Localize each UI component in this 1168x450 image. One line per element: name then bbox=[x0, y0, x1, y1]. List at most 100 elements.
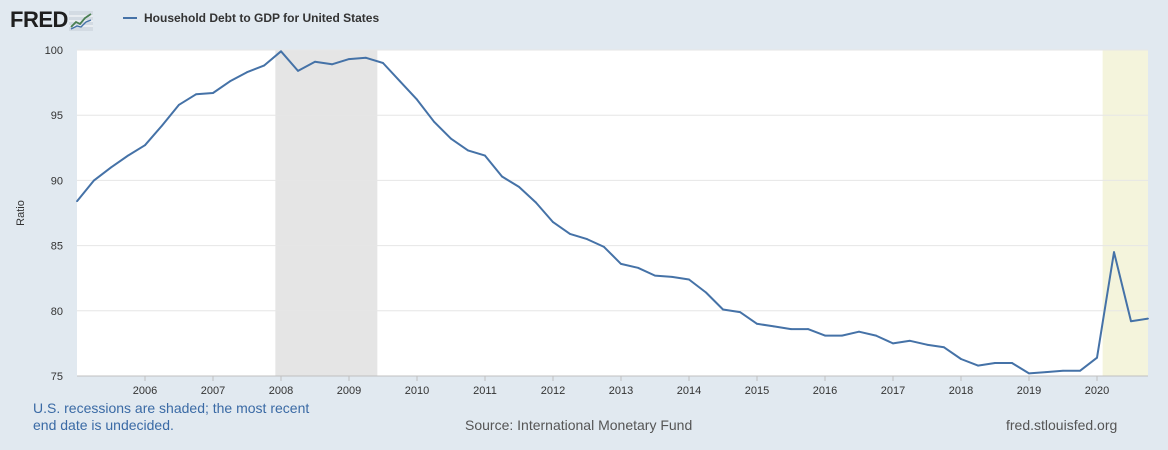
data-point bbox=[586, 238, 588, 240]
data-point bbox=[977, 364, 979, 367]
data-point bbox=[484, 154, 486, 157]
data-point bbox=[399, 80, 401, 83]
data-point bbox=[994, 362, 996, 364]
data-point bbox=[705, 291, 707, 294]
data-point bbox=[569, 232, 571, 235]
y-axis-label: Ratio bbox=[15, 200, 27, 226]
data-point bbox=[450, 137, 452, 140]
x-tick-label: 2014 bbox=[677, 385, 701, 397]
data-point bbox=[637, 266, 639, 269]
x-tick-label: 2012 bbox=[541, 385, 565, 397]
x-tick-label: 2018 bbox=[949, 385, 973, 397]
data-point bbox=[807, 328, 809, 330]
x-tick-label: 2008 bbox=[269, 385, 293, 397]
data-point bbox=[603, 246, 605, 248]
x-tick-label: 2011 bbox=[473, 385, 497, 397]
data-point bbox=[161, 124, 163, 127]
fred-logo-text: FRED bbox=[10, 7, 68, 32]
x-tick-label: 2006 bbox=[133, 385, 157, 397]
x-tick-label: 2020 bbox=[1085, 385, 1109, 397]
data-point bbox=[1113, 251, 1115, 254]
data-point bbox=[688, 278, 690, 281]
recession-shade-1 bbox=[275, 50, 378, 376]
y-tick-label: 90 bbox=[51, 175, 63, 187]
y-tick-label: 85 bbox=[51, 241, 63, 253]
data-point bbox=[1130, 320, 1132, 323]
data-point bbox=[178, 103, 180, 106]
data-point bbox=[824, 334, 826, 337]
data-point bbox=[926, 343, 928, 346]
data-point bbox=[892, 342, 894, 345]
data-point bbox=[365, 56, 367, 59]
series-line-1 bbox=[76, 50, 1149, 375]
legend-label: Household Debt to GDP for United States bbox=[144, 11, 380, 25]
data-point bbox=[501, 175, 503, 178]
x-tick-label: 2019 bbox=[1017, 385, 1041, 397]
data-point bbox=[1079, 369, 1081, 372]
recession-shade-undecided bbox=[1102, 50, 1148, 376]
data-point bbox=[518, 186, 520, 188]
site-link[interactable]: fred.stlouisfed.org bbox=[1006, 417, 1118, 433]
data-point bbox=[875, 334, 877, 337]
data-point bbox=[297, 69, 299, 72]
x-tick-label: 2017 bbox=[881, 385, 905, 397]
data-point bbox=[739, 311, 741, 314]
data-point bbox=[671, 275, 673, 278]
data-point bbox=[1045, 371, 1047, 373]
data-point bbox=[960, 358, 962, 360]
x-tick-label: 2013 bbox=[609, 385, 633, 397]
data-point bbox=[433, 120, 435, 123]
data-point bbox=[127, 154, 129, 157]
y-tick-label: 75 bbox=[51, 371, 63, 383]
data-point bbox=[246, 71, 248, 74]
x-tick-label: 2009 bbox=[337, 385, 361, 397]
fred-chart-icon bbox=[68, 11, 93, 31]
data-point bbox=[76, 200, 78, 203]
data-point bbox=[552, 221, 554, 224]
source-text: Source: International Monetary Fund bbox=[465, 417, 693, 433]
data-point bbox=[331, 63, 333, 66]
data-point bbox=[722, 308, 724, 311]
data-point bbox=[858, 330, 860, 333]
legend-line-swatch bbox=[123, 17, 137, 19]
data-point bbox=[756, 322, 758, 325]
recession-note-line1: U.S. recessions are shaded; the most rec… bbox=[33, 400, 310, 416]
data-point bbox=[280, 50, 282, 53]
data-point bbox=[195, 93, 197, 96]
y-tick-label: 95 bbox=[51, 110, 63, 122]
data-point bbox=[416, 98, 418, 101]
data-point bbox=[654, 274, 656, 277]
fred-logo[interactable]: FRED bbox=[10, 7, 93, 32]
y-tick-label: 100 bbox=[45, 45, 63, 57]
data-point bbox=[841, 334, 843, 337]
plot-area bbox=[77, 50, 1148, 376]
data-point bbox=[144, 144, 146, 147]
data-point bbox=[1028, 372, 1030, 375]
data-point bbox=[229, 80, 231, 83]
data-point bbox=[110, 166, 112, 169]
data-point bbox=[212, 92, 214, 94]
chart-legend[interactable]: Household Debt to GDP for United States bbox=[123, 11, 379, 25]
x-tick-label: 2010 bbox=[405, 385, 429, 397]
y-tick-label: 80 bbox=[51, 306, 63, 318]
line-chart[interactable]: 75 80 85 90 95 100 2006 2007 2008 2009 2010 2011 201… bbox=[0, 0, 1168, 400]
recession-note-line2: end date is undecided. bbox=[33, 417, 174, 433]
data-point bbox=[535, 201, 537, 204]
data-point bbox=[773, 325, 775, 328]
x-tick-label: 2015 bbox=[745, 385, 769, 397]
data-point bbox=[348, 58, 350, 61]
data-point bbox=[1096, 356, 1098, 359]
recession-note: U.S. recessions are shaded; the most rec… bbox=[33, 400, 309, 434]
data-point bbox=[263, 64, 265, 67]
data-point bbox=[1062, 369, 1064, 372]
data-point bbox=[467, 149, 469, 152]
x-tick-label: 2016 bbox=[813, 385, 837, 397]
data-point bbox=[93, 179, 95, 182]
data-point bbox=[1147, 317, 1149, 320]
data-point bbox=[314, 60, 316, 63]
data-point bbox=[790, 328, 792, 330]
data-point bbox=[1011, 362, 1013, 364]
data-point bbox=[909, 339, 911, 342]
data-point bbox=[620, 262, 622, 265]
data-point bbox=[943, 346, 945, 349]
